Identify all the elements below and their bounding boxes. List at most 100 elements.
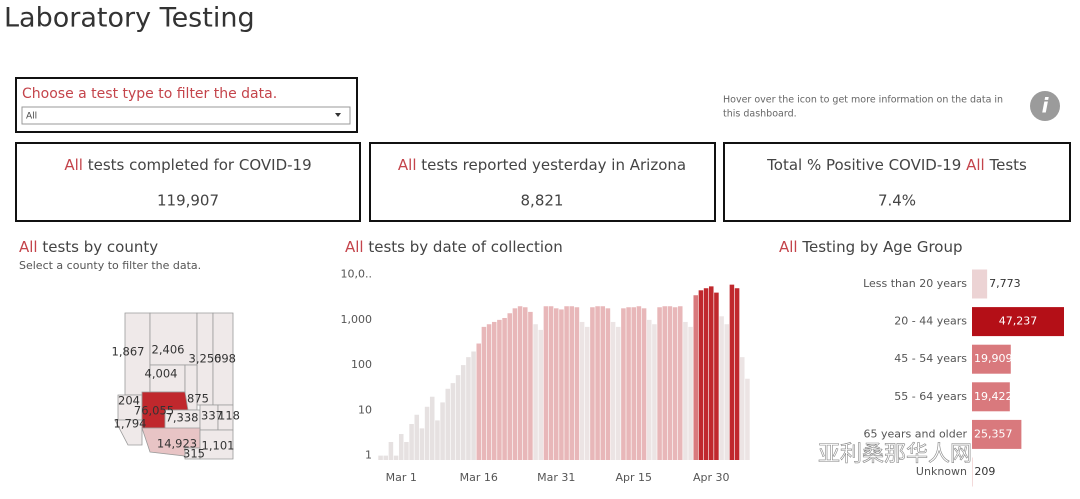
title-part: Total % Positive COVID-19 bbox=[766, 156, 966, 174]
x-tick-label: Apr 15 bbox=[615, 471, 652, 484]
title-part: tests completed for COVID-19 bbox=[83, 156, 312, 174]
bar bbox=[698, 290, 704, 460]
bar bbox=[548, 306, 554, 460]
title-part: tests by county bbox=[38, 238, 159, 256]
county-label: 3,250 bbox=[189, 352, 222, 366]
bar bbox=[378, 455, 383, 460]
bar bbox=[450, 383, 456, 460]
title-part: Tests bbox=[985, 156, 1027, 174]
kpi-card bbox=[15, 142, 361, 222]
bar bbox=[621, 308, 626, 460]
bar bbox=[626, 307, 631, 460]
county-label: 1,794 bbox=[114, 417, 147, 431]
bar bbox=[595, 306, 600, 460]
page-title: Laboratory Testing bbox=[4, 3, 255, 34]
bar bbox=[409, 423, 414, 460]
x-tick-label: Mar 1 bbox=[386, 471, 417, 484]
county-label: 698 bbox=[214, 352, 236, 366]
bar bbox=[657, 307, 662, 460]
bar bbox=[440, 402, 445, 460]
kpi-card bbox=[369, 142, 716, 222]
bar bbox=[662, 306, 668, 460]
info-text: this dashboard. bbox=[723, 109, 797, 120]
title-part: All bbox=[398, 156, 417, 174]
title-part: All bbox=[966, 156, 985, 174]
bar bbox=[460, 365, 466, 460]
bar bbox=[972, 269, 988, 299]
bar bbox=[569, 306, 575, 460]
title-part: tests by date of collection bbox=[364, 238, 563, 256]
bar bbox=[512, 308, 518, 460]
y-tick-label: 100 bbox=[351, 358, 372, 371]
bar bbox=[559, 309, 564, 460]
county-label: 14,923 bbox=[157, 437, 197, 451]
bar bbox=[388, 441, 394, 460]
bar bbox=[543, 306, 549, 460]
section-subtitle: Select a county to filter the data. bbox=[19, 259, 201, 272]
category-label: 55 - 64 years bbox=[894, 390, 967, 403]
kpi-title: All tests completed for COVID-19 bbox=[64, 156, 311, 174]
value-label: 47,237 bbox=[999, 315, 1038, 328]
bar bbox=[972, 382, 1010, 412]
county-label: 118 bbox=[218, 409, 240, 423]
value-label: 19,422 bbox=[974, 390, 1013, 403]
bar bbox=[497, 319, 502, 460]
kpi-value: 8,821 bbox=[521, 192, 564, 210]
category-label: 65 years and older bbox=[863, 427, 967, 440]
kpi-title: All tests reported yesterday in Arizona bbox=[398, 156, 686, 174]
bar bbox=[564, 306, 569, 460]
kpi-card bbox=[723, 142, 1071, 222]
section-title: All Testing by Age Group bbox=[779, 238, 963, 256]
county[interactable] bbox=[114, 419, 143, 446]
bar bbox=[724, 324, 730, 460]
bar bbox=[714, 292, 719, 460]
bar bbox=[972, 307, 1064, 337]
y-tick-label: 10,0.. bbox=[341, 268, 373, 281]
info-text: Hover over the icon to get more informat… bbox=[723, 95, 1003, 106]
bar bbox=[610, 321, 616, 460]
bar bbox=[476, 343, 482, 460]
filter-dropdown[interactable] bbox=[21, 106, 351, 125]
bar bbox=[404, 441, 409, 460]
bar bbox=[652, 324, 657, 460]
info-icon-glyph: i bbox=[1042, 94, 1050, 118]
y-tick-label: 1,000 bbox=[341, 313, 373, 326]
bar bbox=[491, 321, 497, 460]
title-part: All bbox=[19, 238, 38, 256]
bar bbox=[641, 308, 647, 460]
bar bbox=[672, 307, 678, 460]
county-label: 315 bbox=[183, 447, 205, 461]
bar bbox=[383, 455, 389, 460]
kpi-value: 7.4% bbox=[878, 192, 916, 210]
bar bbox=[435, 420, 440, 460]
bar bbox=[419, 428, 425, 460]
bar bbox=[471, 351, 476, 460]
kpi-value: 119,907 bbox=[157, 192, 219, 210]
bar bbox=[688, 326, 693, 460]
category-label: Less than 20 years bbox=[863, 277, 967, 290]
bar bbox=[414, 414, 420, 460]
bar bbox=[553, 308, 559, 460]
bar bbox=[729, 284, 735, 460]
bar bbox=[429, 396, 435, 460]
bar bbox=[579, 321, 585, 460]
info-icon[interactable] bbox=[1030, 91, 1060, 121]
watermark: 亚利桑那华人网 bbox=[818, 442, 972, 467]
bar bbox=[745, 378, 750, 460]
bar bbox=[590, 307, 595, 460]
category-label: 20 - 44 years bbox=[894, 315, 967, 328]
value-label: 209 bbox=[974, 465, 995, 478]
bar bbox=[703, 288, 709, 460]
bar bbox=[574, 307, 580, 460]
bar bbox=[677, 306, 683, 460]
bar bbox=[972, 419, 1022, 449]
bar bbox=[719, 316, 724, 460]
bar bbox=[734, 288, 740, 460]
bar bbox=[739, 357, 745, 460]
bar bbox=[502, 317, 507, 460]
y-tick-label: 10 bbox=[358, 403, 372, 416]
county[interactable] bbox=[199, 429, 234, 460]
bar bbox=[466, 357, 471, 460]
filter-label: Choose a test type to filter the data. bbox=[22, 86, 277, 102]
